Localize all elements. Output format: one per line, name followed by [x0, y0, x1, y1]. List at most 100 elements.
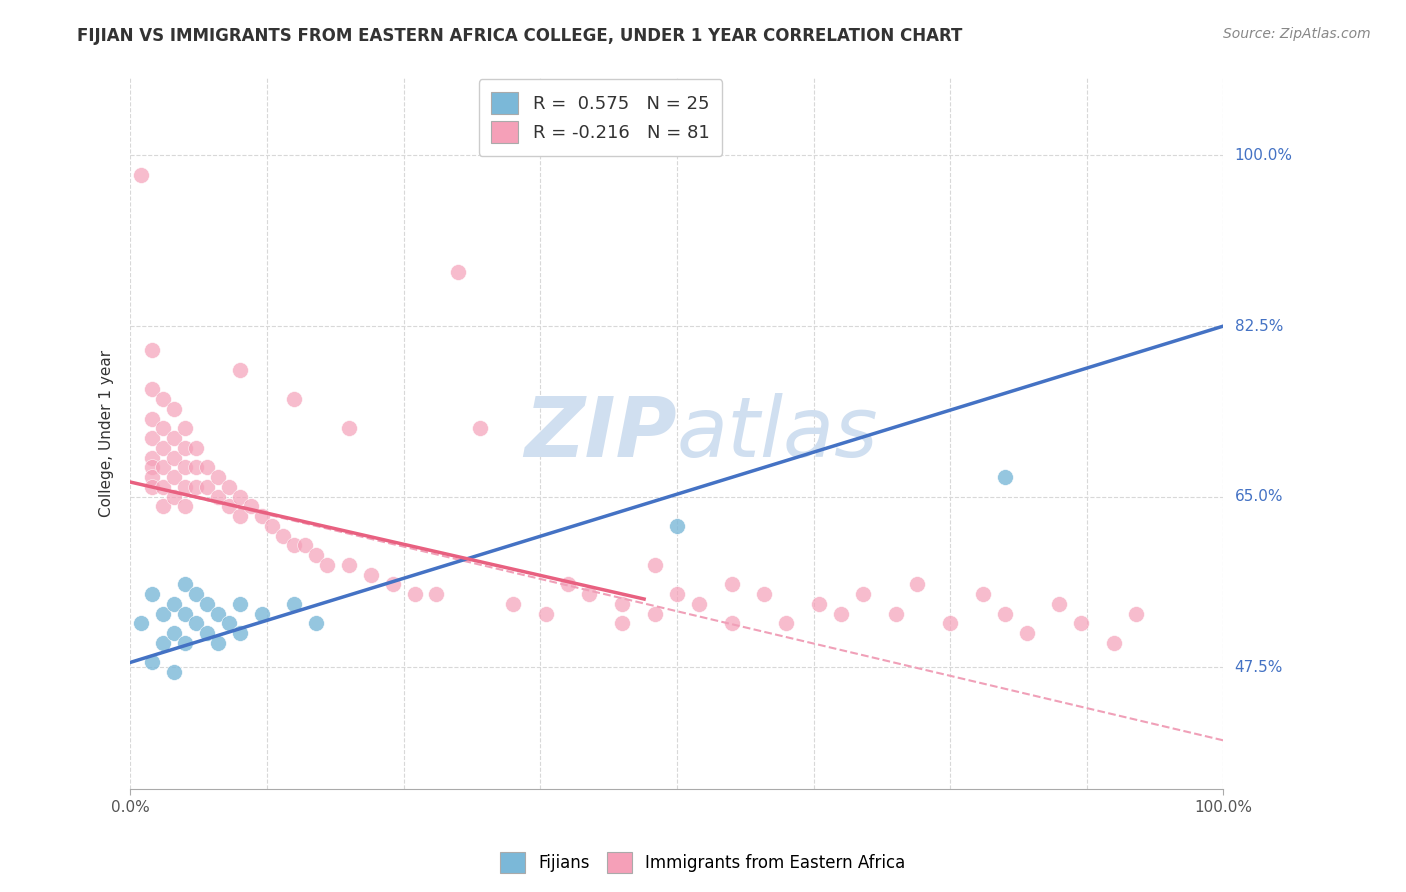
Point	[218, 480, 240, 494]
Point	[141, 343, 163, 358]
Point	[174, 480, 197, 494]
Point	[174, 441, 197, 455]
Point	[163, 626, 186, 640]
Point	[316, 558, 339, 572]
Point	[218, 616, 240, 631]
Point	[557, 577, 579, 591]
Point	[152, 480, 174, 494]
Point	[174, 500, 197, 514]
Point	[612, 597, 634, 611]
Point	[207, 470, 229, 484]
Point	[1070, 616, 1092, 631]
Point	[184, 616, 207, 631]
Point	[141, 587, 163, 601]
Point	[207, 607, 229, 621]
Point	[534, 607, 557, 621]
Point	[184, 460, 207, 475]
Point	[195, 597, 218, 611]
Point	[994, 470, 1017, 484]
Point	[141, 383, 163, 397]
Point	[174, 577, 197, 591]
Text: 82.5%: 82.5%	[1234, 318, 1282, 334]
Point	[174, 460, 197, 475]
Point	[852, 587, 875, 601]
Point	[250, 607, 273, 621]
Point	[152, 392, 174, 406]
Point	[305, 548, 328, 562]
Point	[163, 597, 186, 611]
Point	[163, 665, 186, 680]
Point	[1049, 597, 1071, 611]
Text: FIJIAN VS IMMIGRANTS FROM EASTERN AFRICA COLLEGE, UNDER 1 YEAR CORRELATION CHART: FIJIAN VS IMMIGRANTS FROM EASTERN AFRICA…	[77, 27, 963, 45]
Point	[163, 450, 186, 465]
Point	[1125, 607, 1147, 621]
Legend: Fijians, Immigrants from Eastern Africa: Fijians, Immigrants from Eastern Africa	[494, 846, 912, 880]
Point	[129, 616, 152, 631]
Point	[404, 587, 426, 601]
Point	[184, 587, 207, 601]
Point	[228, 363, 250, 377]
Point	[250, 509, 273, 524]
Point	[578, 587, 600, 601]
Legend: R =  0.575   N = 25, R = -0.216   N = 81: R = 0.575 N = 25, R = -0.216 N = 81	[478, 79, 723, 156]
Point	[228, 626, 250, 640]
Point	[1102, 636, 1125, 650]
Y-axis label: College, Under 1 year: College, Under 1 year	[100, 350, 114, 516]
Point	[152, 636, 174, 650]
Point	[283, 538, 305, 552]
Point	[425, 587, 447, 601]
Point	[228, 597, 250, 611]
Point	[830, 607, 852, 621]
Text: ZIP: ZIP	[524, 392, 676, 474]
Point	[163, 401, 186, 416]
Point	[152, 460, 174, 475]
Point	[447, 265, 470, 279]
Point	[502, 597, 524, 611]
Text: 100.0%: 100.0%	[1234, 148, 1292, 163]
Point	[195, 460, 218, 475]
Point	[152, 500, 174, 514]
Point	[283, 597, 305, 611]
Point	[141, 431, 163, 445]
Point	[360, 567, 382, 582]
Point	[1015, 626, 1038, 640]
Point	[337, 558, 360, 572]
Point	[152, 607, 174, 621]
Point	[163, 490, 186, 504]
Point	[228, 509, 250, 524]
Point	[337, 421, 360, 435]
Point	[808, 597, 831, 611]
Text: 47.5%: 47.5%	[1234, 660, 1282, 674]
Point	[468, 421, 491, 435]
Point	[207, 636, 229, 650]
Point	[972, 587, 994, 601]
Point	[905, 577, 928, 591]
Point	[129, 168, 152, 182]
Point	[141, 460, 163, 475]
Point	[720, 616, 742, 631]
Point	[184, 441, 207, 455]
Point	[141, 480, 163, 494]
Point	[754, 587, 776, 601]
Point	[195, 480, 218, 494]
Point	[218, 500, 240, 514]
Point	[612, 616, 634, 631]
Point	[939, 616, 962, 631]
Point	[163, 470, 186, 484]
Point	[283, 392, 305, 406]
Point	[195, 626, 218, 640]
Point	[994, 607, 1017, 621]
Point	[665, 519, 688, 533]
Point	[644, 558, 666, 572]
Point	[884, 607, 907, 621]
Text: atlas: atlas	[676, 392, 879, 474]
Point	[207, 490, 229, 504]
Point	[644, 607, 666, 621]
Point	[141, 450, 163, 465]
Point	[775, 616, 797, 631]
Point	[141, 656, 163, 670]
Point	[174, 421, 197, 435]
Point	[174, 607, 197, 621]
Point	[152, 421, 174, 435]
Point	[184, 480, 207, 494]
